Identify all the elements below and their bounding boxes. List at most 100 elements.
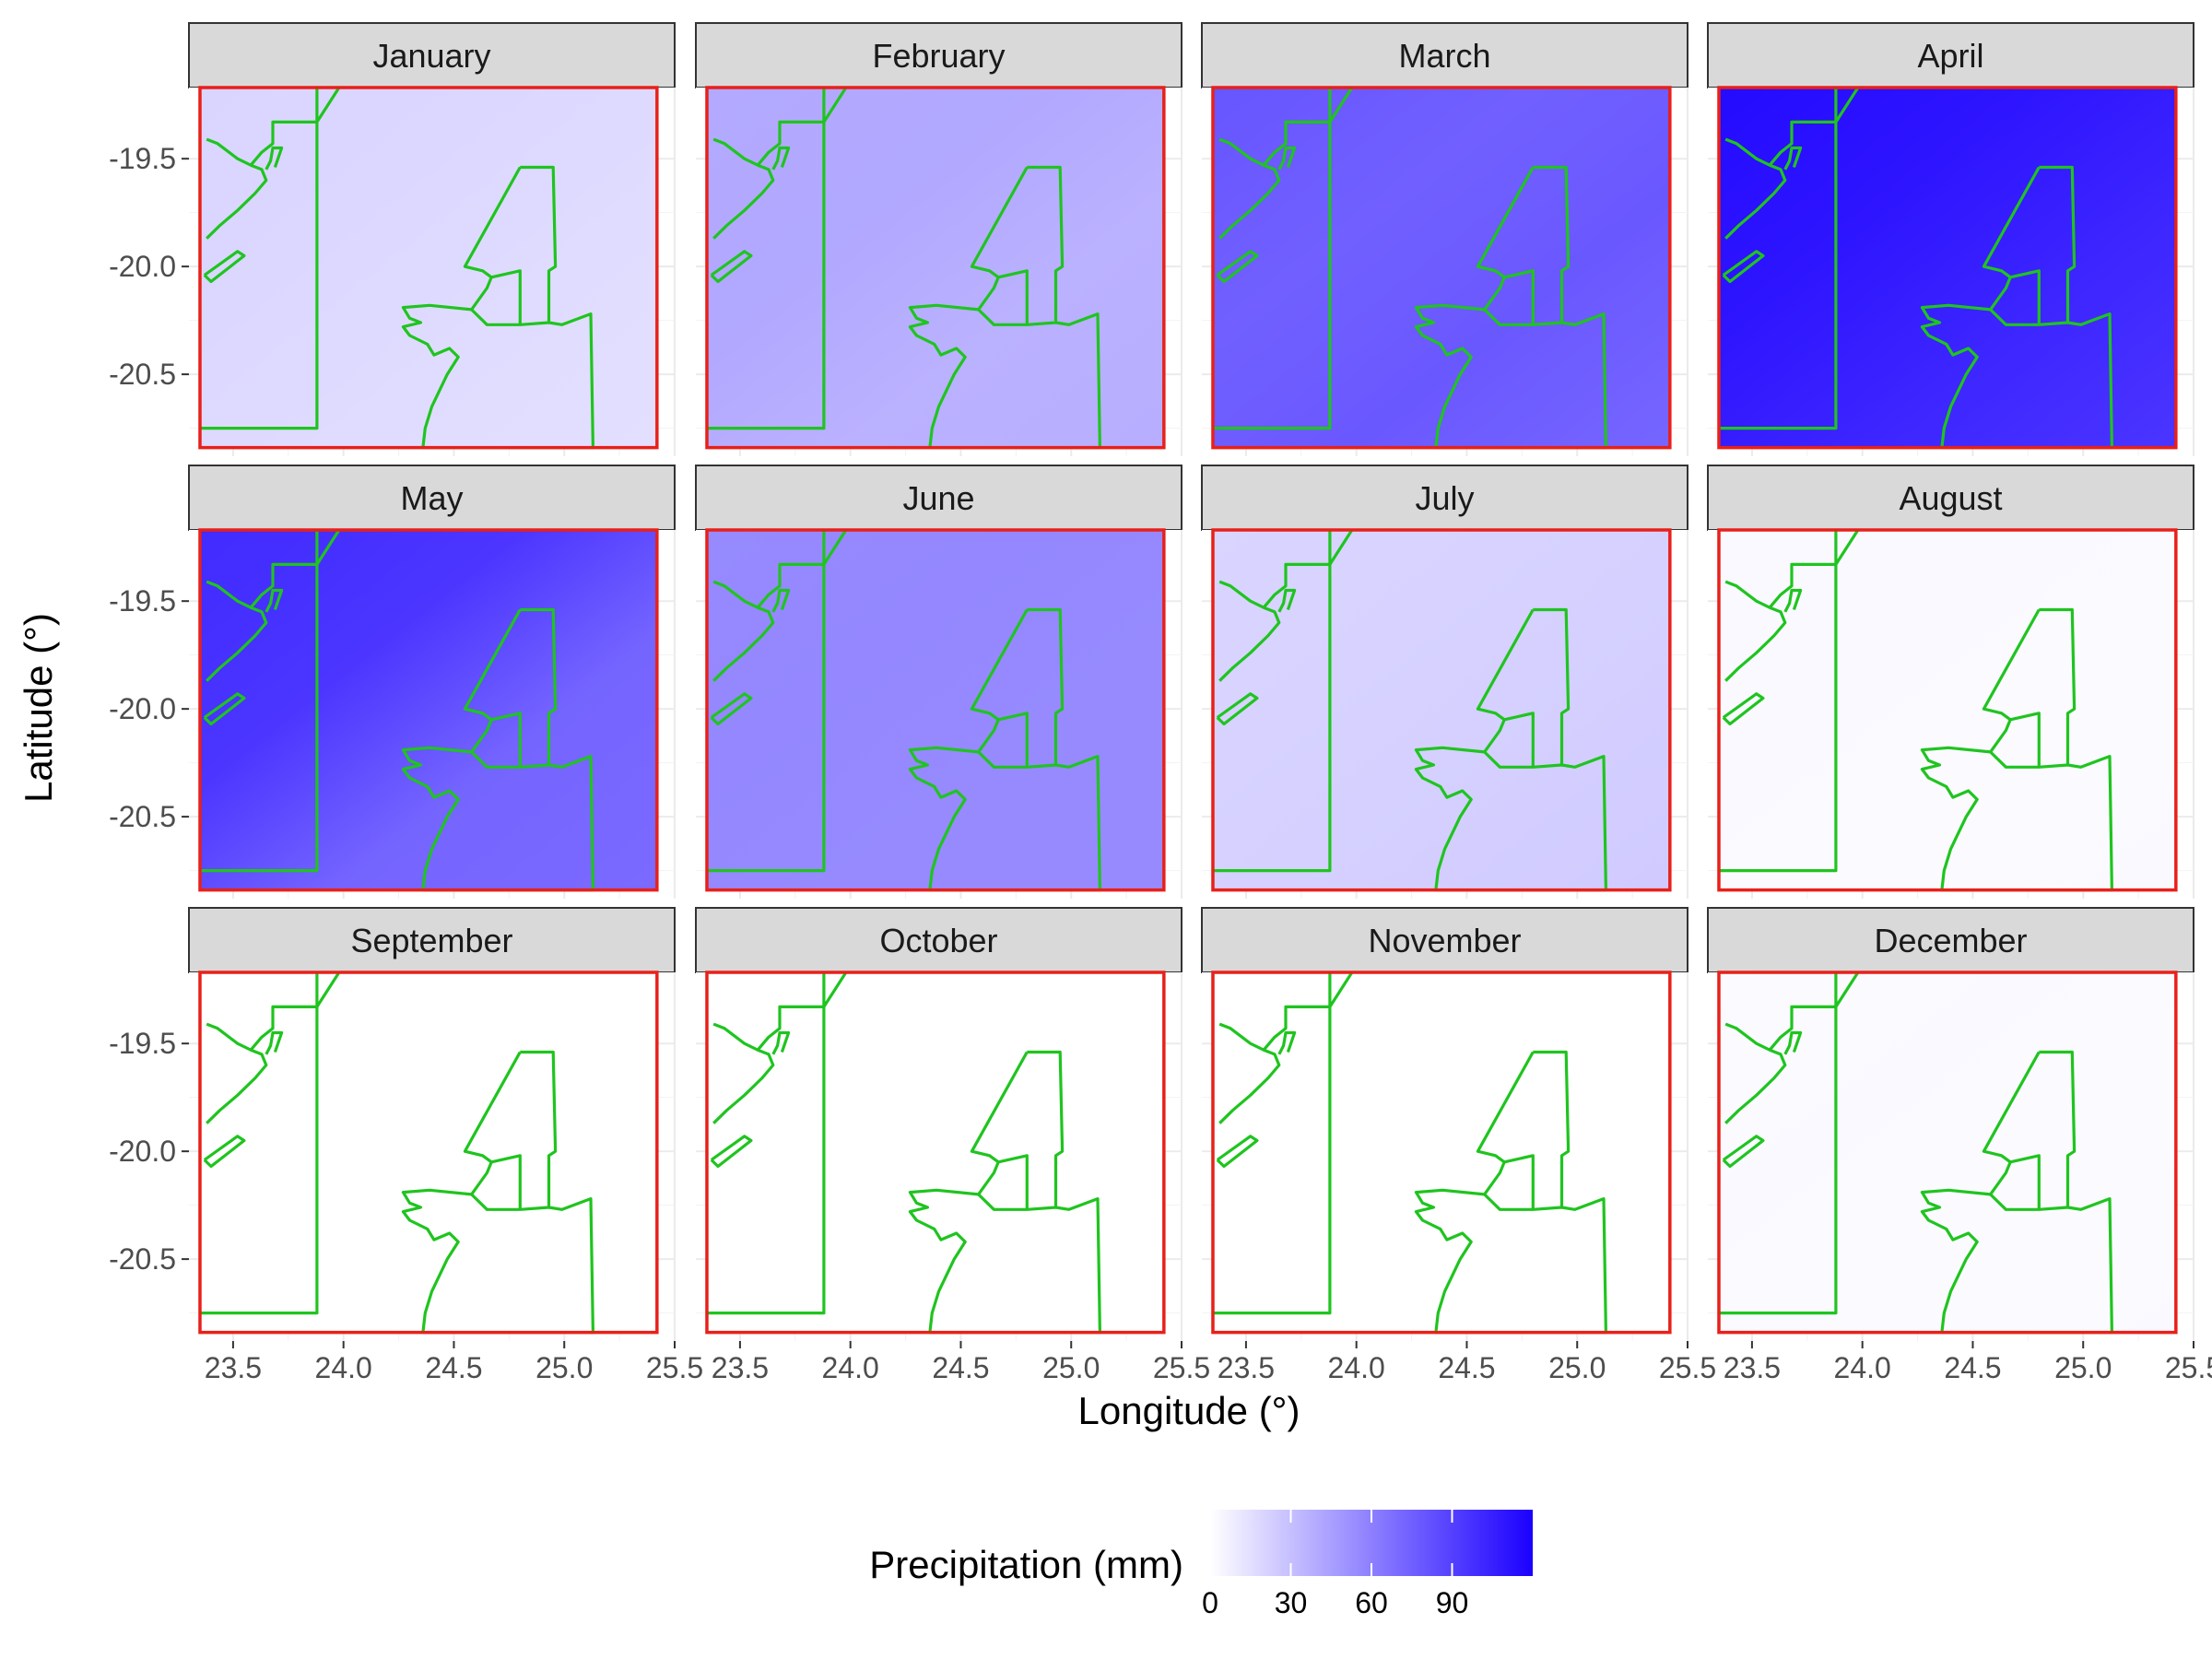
boundary-line: [401, 607, 595, 892]
boundary-line: [756, 971, 848, 1052]
x-tick-label: 23.5: [205, 1351, 262, 1384]
boundary-line: [1216, 250, 1259, 284]
boundary-line: [908, 1050, 1102, 1335]
precip-raster-june: [706, 530, 1164, 890]
boundary-line: [265, 588, 284, 613]
legend: Precipitation (mm) 0 30 60 90: [869, 1510, 1533, 1619]
boundary-line: [463, 166, 522, 311]
y-tick-label: -19.5: [109, 142, 176, 175]
strip-label-january: January: [372, 37, 490, 75]
x-tick-label: 24.0: [315, 1351, 372, 1384]
strip-april: [1707, 22, 2194, 88]
boundary-line: [1218, 137, 1281, 240]
boundary-line: [1213, 88, 1332, 430]
panel-may: May: [188, 465, 676, 899]
x-tick-label: 25.0: [1042, 1351, 1100, 1384]
x-tick-label: 25.0: [535, 1351, 593, 1384]
x-tick-label: 25.5: [2165, 1351, 2212, 1384]
boundary-line: [1724, 137, 1787, 240]
precip-raster-march: [1212, 88, 1670, 448]
boundary-line: [249, 529, 341, 609]
strip-label-february: February: [872, 37, 1005, 75]
boundary-line: [1218, 1022, 1281, 1124]
strip-february: [695, 22, 1182, 88]
boundary-line: [2009, 1154, 2041, 1210]
x-tick-label: 24.5: [1944, 1351, 2001, 1384]
boundary-line: [1722, 692, 1765, 726]
strip-september: [188, 907, 676, 973]
boundary-line: [490, 712, 522, 768]
boundary-line: [1982, 1051, 2041, 1195]
boundary-line: [771, 146, 791, 171]
boundary-line: [771, 1030, 791, 1055]
boundary-line: [1277, 1030, 1297, 1055]
strip-label-december: December: [1874, 922, 2027, 959]
axes-layer: -19.5 -20.0 -20.5 -19.5 -20.0 -20.5 23.5 24.0 24…: [109, 142, 2212, 1384]
boundary-line: [1476, 166, 1535, 311]
x-tick-label: 24.0: [1834, 1351, 1891, 1384]
strip-label-august: August: [1899, 479, 2002, 517]
boundary-line: [206, 137, 268, 240]
extent-box: [1717, 86, 2178, 450]
boundary-line: [1218, 580, 1281, 682]
panel-september: September: [188, 907, 676, 1341]
precip-raster-december: [1718, 972, 2176, 1333]
legend-tick-label: 0: [1202, 1586, 1218, 1619]
panel-december: December: [1707, 907, 2194, 1341]
boundary-line: [756, 87, 848, 167]
boundary-line: [490, 1154, 522, 1210]
legend-tick-label: 90: [1436, 1586, 1469, 1619]
boundary-line: [1277, 146, 1297, 171]
boundary-line: [1722, 1135, 1765, 1169]
boundary-line: [1719, 88, 1838, 430]
boundary-line: [1722, 250, 1765, 284]
legend-tick-label: 30: [1275, 1586, 1308, 1619]
precip-raster-october: [706, 972, 1164, 1333]
strip-label-october: October: [879, 922, 997, 959]
precip-raster-july: [1212, 530, 1670, 890]
precip-raster-may: [199, 530, 657, 890]
precip-raster-september: [199, 972, 657, 1333]
x-tick-label: 25.0: [1548, 1351, 1606, 1384]
x-tick-label: 24.0: [1328, 1351, 1385, 1384]
strip-january: [188, 22, 676, 88]
boundary-line: [1719, 530, 1838, 873]
extent-box: [705, 528, 1166, 892]
panel-november: November: [1201, 907, 1688, 1341]
boundary-line: [1768, 87, 1860, 167]
boundary-line: [1262, 971, 1354, 1052]
boundary-line: [1719, 972, 1838, 1315]
precip-raster-february: [706, 88, 1164, 448]
extent-box: [1717, 528, 2178, 892]
precip-raster-november: [1212, 972, 1670, 1333]
boundary-line: [1783, 588, 1803, 613]
extent-box: [198, 86, 659, 450]
x-tick-label: 23.5: [1218, 1351, 1275, 1384]
panel-june: June: [695, 465, 1182, 899]
strip-label-june: June: [902, 479, 974, 517]
boundary-line: [1920, 607, 2113, 892]
boundary-line: [997, 712, 1029, 768]
x-tick-label: 25.0: [2054, 1351, 2112, 1384]
boundary-line: [200, 530, 319, 873]
y-tick-label: -20.0: [109, 692, 176, 725]
strip-label-may: May: [400, 479, 463, 517]
x-tick-label: 25.5: [646, 1351, 703, 1384]
extent-box: [1211, 971, 1672, 1335]
boundary-line: [200, 88, 319, 430]
boundary-line: [203, 1135, 246, 1169]
y-axis-title: Latitude (°): [17, 613, 60, 803]
panel-january: January: [188, 22, 676, 456]
y-tick-label: -20.0: [109, 1135, 176, 1168]
boundary-line: [1724, 580, 1787, 682]
boundary-line: [908, 165, 1102, 450]
boundary-line: [710, 250, 753, 284]
panel-august: August: [1707, 465, 2194, 899]
boundary-line: [707, 530, 826, 873]
x-tick-label: 24.5: [425, 1351, 482, 1384]
boundary-line: [206, 1022, 268, 1124]
boundary-line: [463, 1051, 522, 1195]
boundary-line: [1262, 87, 1354, 167]
y-tick-label: -20.5: [109, 800, 176, 833]
